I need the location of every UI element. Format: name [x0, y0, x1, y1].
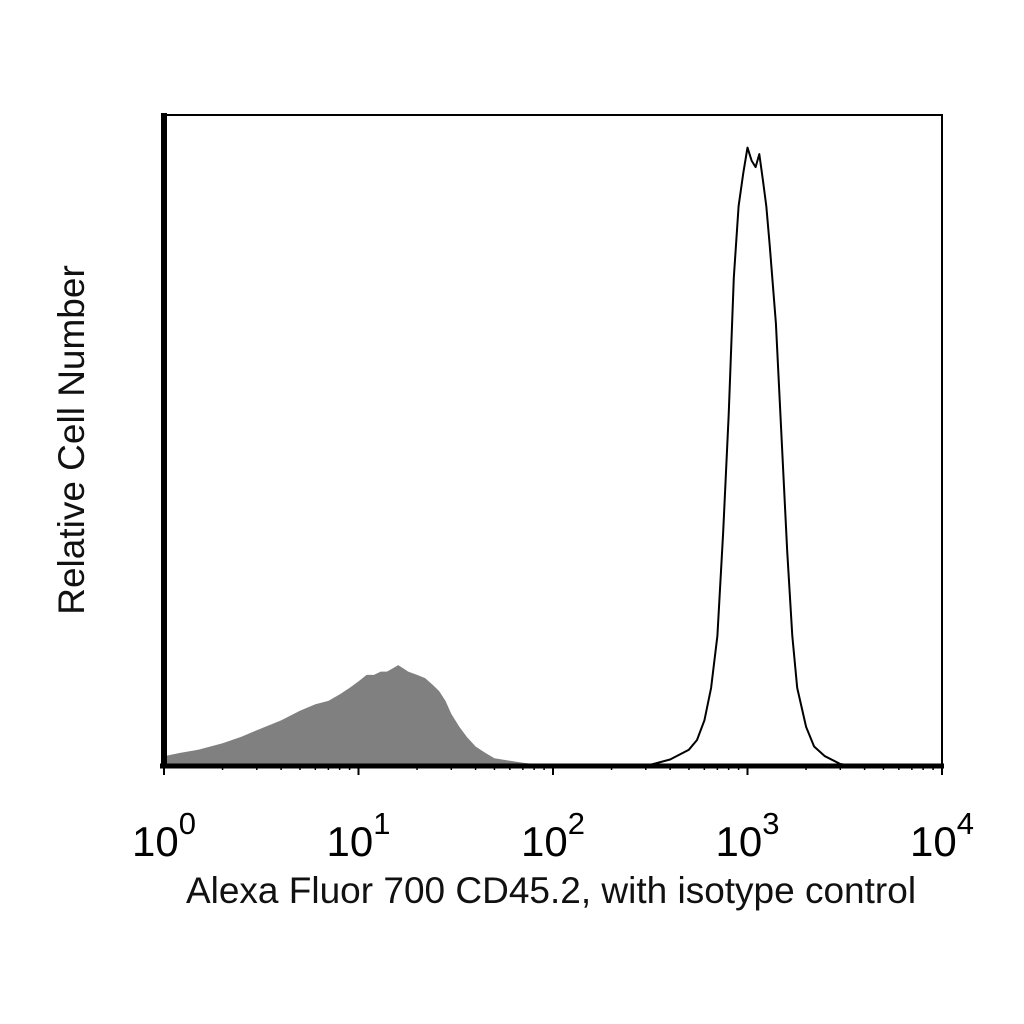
x-tick-label: 100 [132, 806, 196, 865]
x-axis-ticks: 100 101 102 103 104 [132, 766, 974, 865]
plot-content [164, 146, 854, 767]
x-axis-label: Alexa Fluor 700 CD45.2, with isotype con… [186, 870, 916, 911]
x-tick-label: 102 [521, 806, 585, 865]
y-axis-label: Relative Cell Number [51, 265, 92, 615]
x-tick-label: 104 [910, 806, 974, 865]
histogram-series-2 [645, 146, 854, 767]
x-tick-label: 103 [716, 806, 780, 865]
x-tick-label: 101 [327, 806, 391, 865]
histogram-series-1 [164, 665, 588, 766]
